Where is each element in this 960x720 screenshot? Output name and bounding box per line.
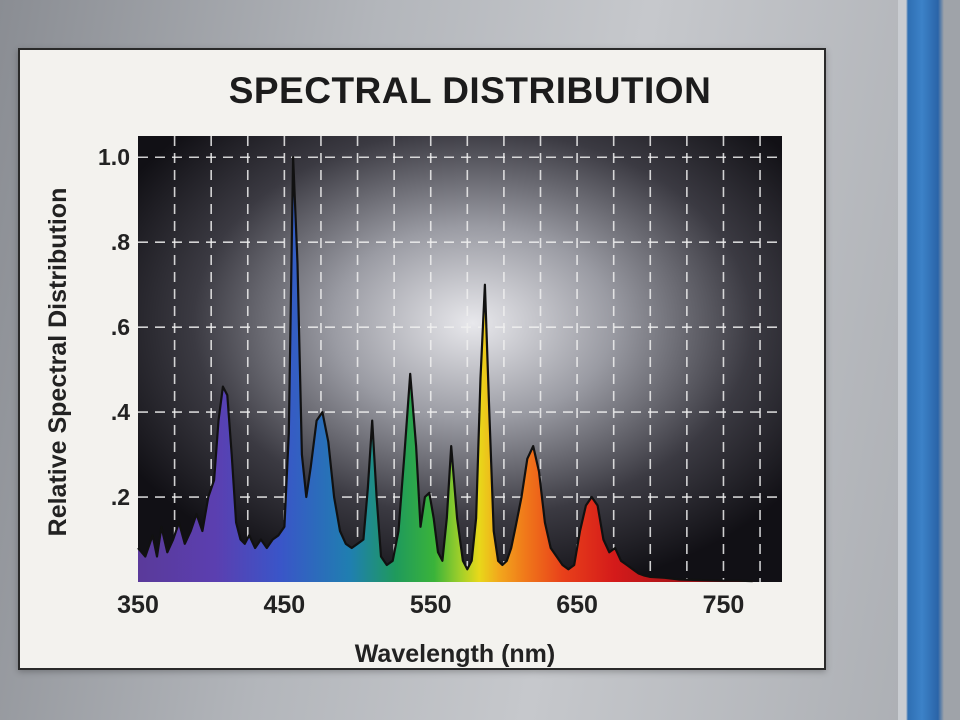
package-blue-stripe (898, 0, 960, 720)
chart-title: SPECTRAL DISTRIBUTION (228, 70, 712, 111)
x-tick-labels: 350 450 550 650 750 (117, 591, 744, 619)
y-tick-label: .4 (111, 399, 130, 425)
y-axis-label: Relative Spectral Distribution (44, 188, 72, 537)
x-tick-label: 450 (264, 591, 306, 619)
x-axis-label: Wavelength (nm) (355, 640, 555, 668)
plot-background (138, 136, 782, 582)
x-tick-label: 550 (410, 591, 452, 619)
y-tick-label: .2 (111, 484, 130, 510)
x-tick-label: 650 (556, 591, 598, 619)
x-tick-label: 350 (117, 591, 159, 619)
y-tick-label: 1.0 (98, 144, 130, 170)
grid-lines (138, 136, 782, 582)
spectrum-outline (137, 156, 753, 583)
y-tick-labels: .2 .4 .6 .8 1.0 (98, 144, 130, 510)
x-tick-label: 750 (703, 591, 745, 619)
y-tick-label: .8 (111, 229, 130, 255)
y-tick-label: .6 (111, 314, 130, 340)
